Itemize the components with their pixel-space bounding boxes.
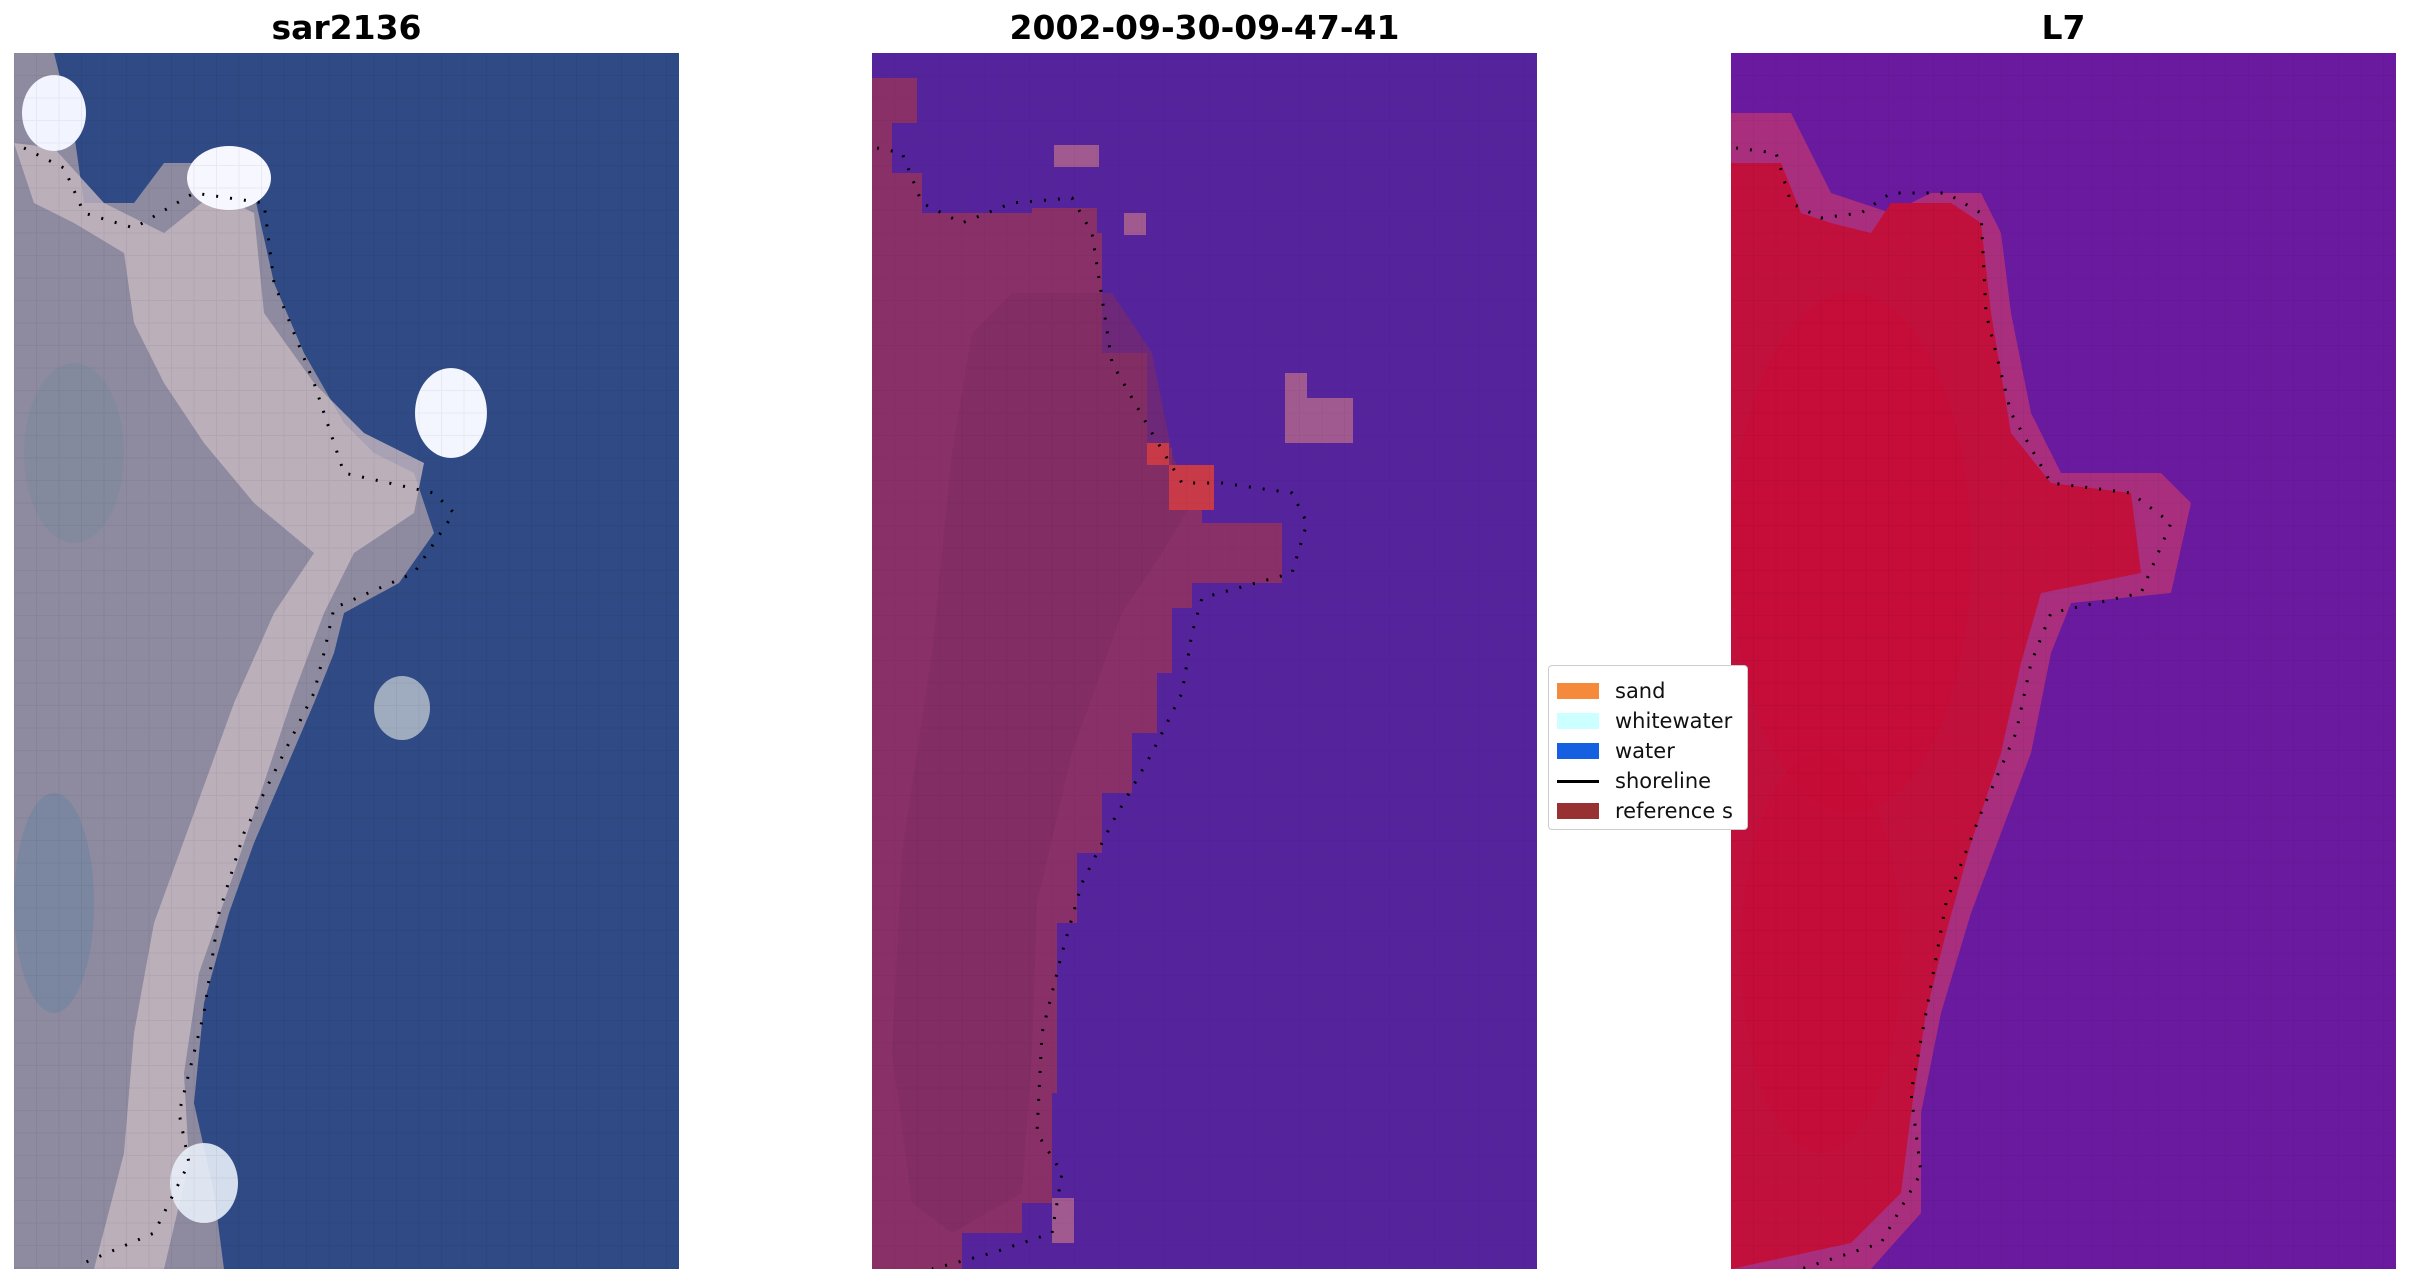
legend: sand whitewater water shoreline referenc… [1548, 665, 1748, 830]
panel-title-rgb: sar2136 [271, 8, 422, 47]
panel-title-classified: 2002-09-30-09-47-41 [1009, 8, 1400, 47]
rgb-satellite-image [14, 53, 679, 1269]
shoreline-line-icon [1557, 779, 1599, 783]
rgb-image-panel [14, 53, 679, 1269]
legend-label-shoreline: shoreline [1615, 769, 1712, 793]
legend-label-water: water [1615, 739, 1675, 763]
classified-image [872, 53, 1537, 1269]
legend-item-water: water [1557, 736, 1675, 766]
whitewater-swatch-icon [1557, 713, 1599, 729]
legend-item-sand: sand [1557, 676, 1665, 706]
shoreline-dotted-classified [876, 146, 1309, 1269]
legend-label-whitewater: whitewater [1615, 709, 1733, 733]
panel-title-l7: L7 [2041, 8, 2086, 47]
legend-item-whitewater: whitewater [1557, 706, 1732, 736]
reference-swatch-icon [1557, 803, 1599, 819]
l7-index-image [1731, 53, 2396, 1269]
legend-item-reference-shoreline: reference s [1557, 796, 1733, 826]
legend-label-sand: sand [1615, 679, 1666, 703]
water-swatch-icon [1557, 743, 1599, 759]
shoreline-dotted-l7 [1735, 146, 2173, 1269]
sand-swatch-icon [1557, 683, 1599, 699]
legend-label-reference: reference s [1615, 799, 1733, 823]
l7-image-panel [1731, 53, 2396, 1269]
legend-item-shoreline: shoreline [1557, 766, 1711, 796]
classified-image-panel [872, 53, 1537, 1269]
